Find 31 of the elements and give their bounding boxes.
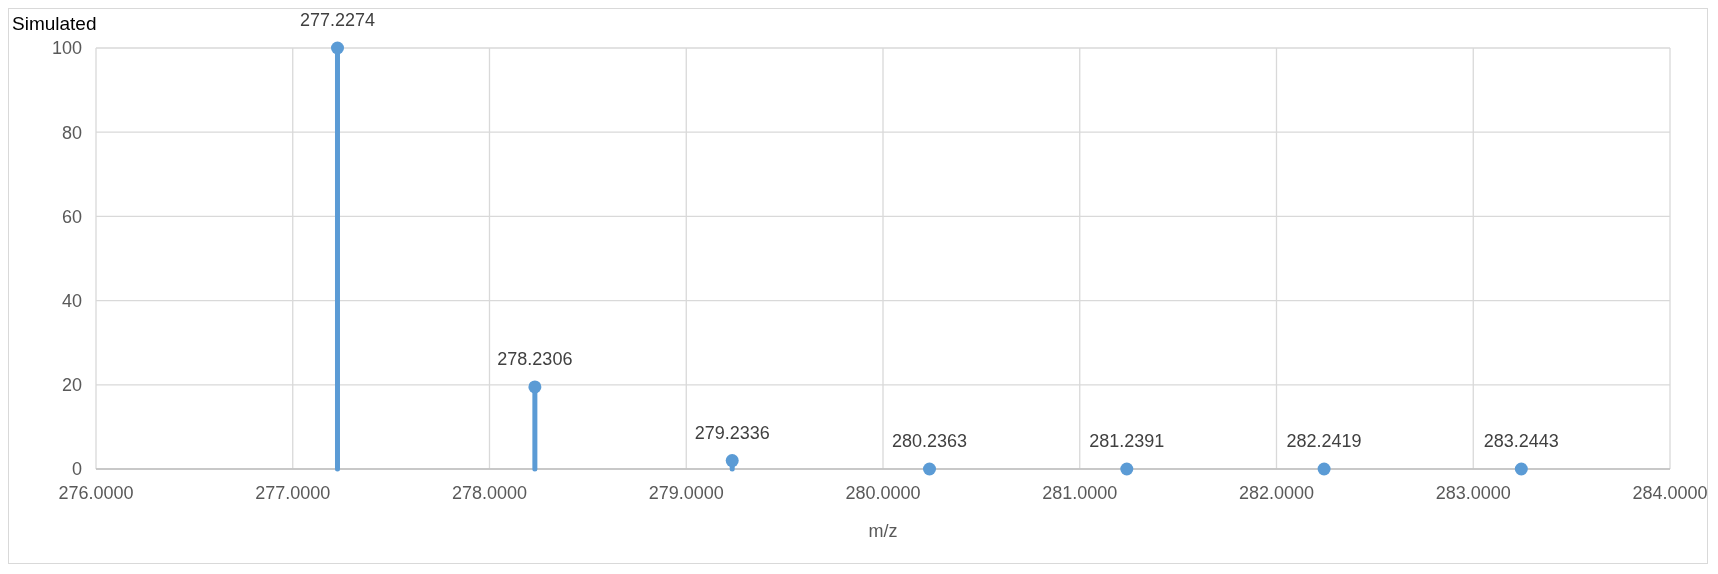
y-tick-label: 80 — [61, 122, 82, 143]
x-tick-label: 280.0000 — [845, 483, 921, 503]
y-tick-label: 100 — [51, 38, 82, 59]
point — [1120, 462, 1134, 476]
point — [1514, 462, 1528, 476]
annotation: 282.2419 — [1286, 431, 1362, 451]
point — [922, 462, 936, 476]
x-tick-label: 281.0000 — [1042, 483, 1118, 503]
x-tick-label: 283.0000 — [1435, 483, 1511, 503]
annotation: 280.2363 — [891, 431, 968, 451]
x-tick-label: 277.0000 — [255, 483, 331, 503]
y-tick-label: 0 — [71, 459, 82, 480]
x-tick-label: 279.0000 — [648, 483, 724, 503]
x-tick-label: 282.0000 — [1238, 483, 1315, 503]
y-tick-label: 60 — [61, 206, 82, 227]
x-tick-label: 284.0000 — [1632, 483, 1708, 503]
point — [330, 41, 344, 55]
point — [528, 380, 542, 394]
y-tick-label: 40 — [61, 290, 82, 311]
annotation: 277.2274 — [299, 10, 376, 30]
x-axis-title: m/z — [868, 521, 898, 541]
point — [725, 454, 739, 468]
annotation: 281.2391 — [1089, 431, 1165, 451]
point — [1317, 462, 1331, 476]
x-tick-label: 276.0000 — [58, 483, 134, 503]
annotation: 279.2336 — [694, 422, 770, 443]
x-tick-label: 278.0000 — [451, 483, 528, 503]
annotation: 283.2443 — [1483, 431, 1559, 451]
annotation: 278.2306 — [497, 348, 573, 369]
y-tick-label: 20 — [61, 375, 82, 396]
chart-title: Simulated — [12, 13, 97, 34]
